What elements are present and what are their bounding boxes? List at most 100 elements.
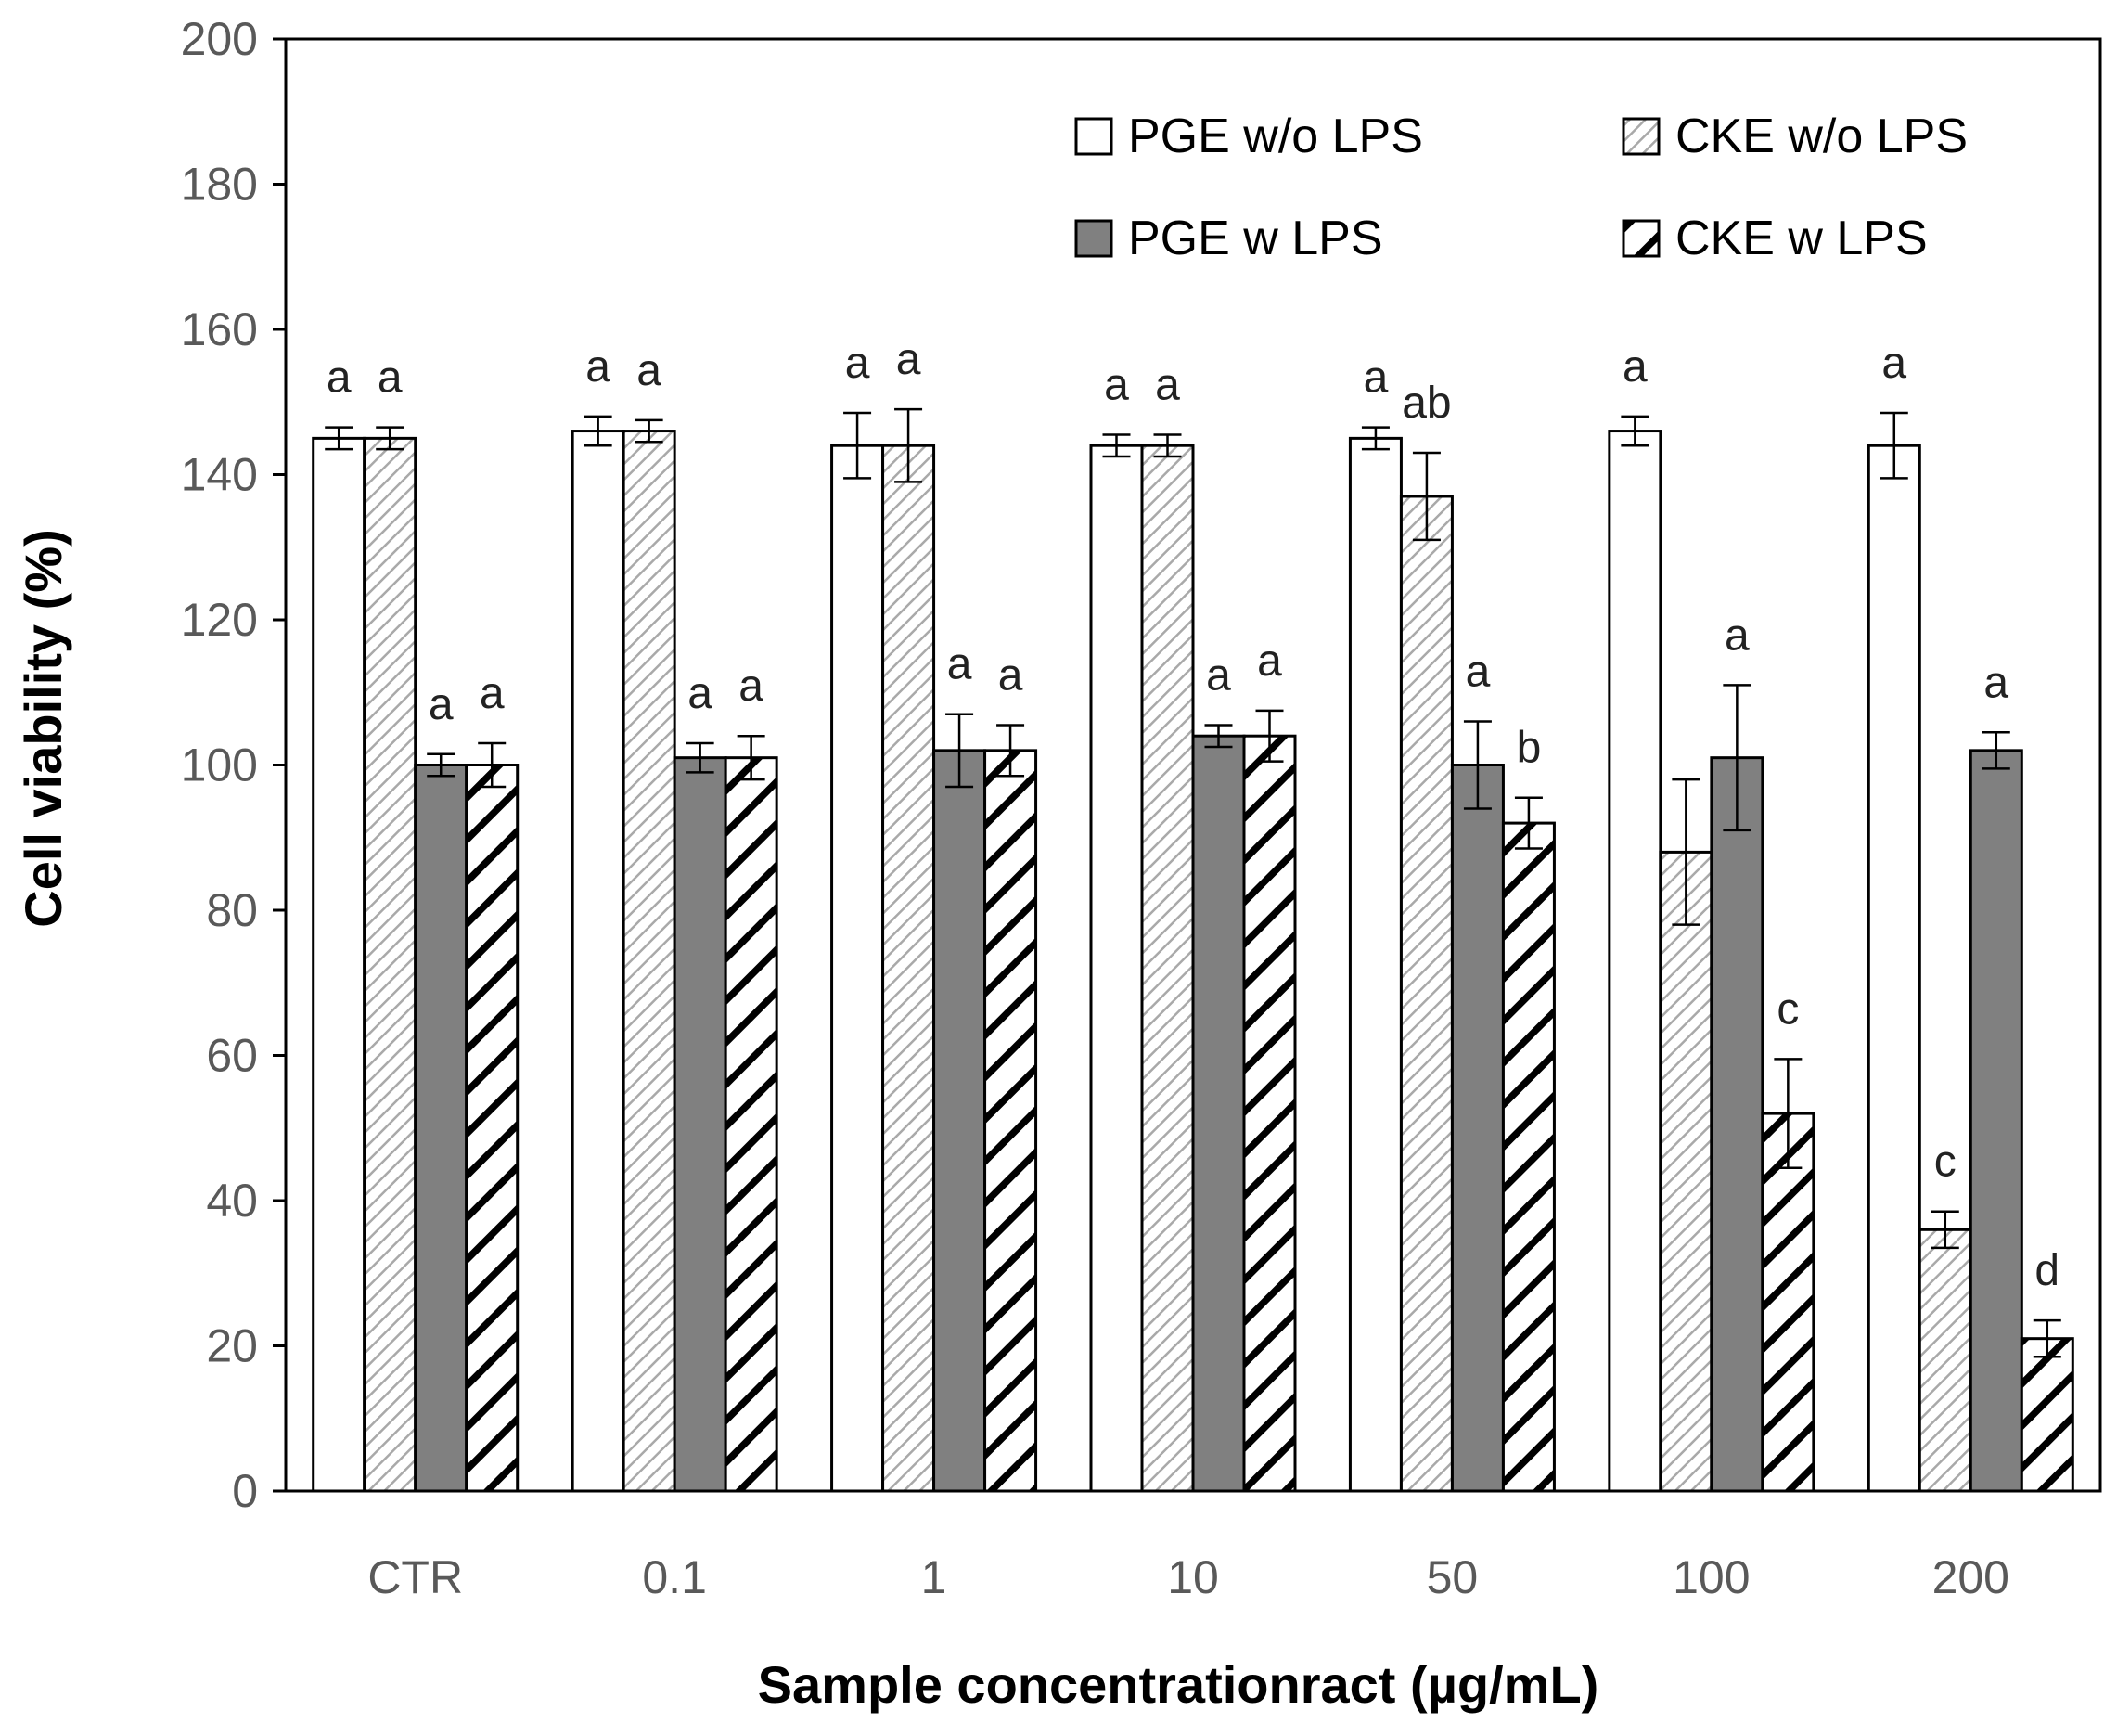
bar-cke-w-o-lps-10 — [1140, 444, 1195, 1493]
error-bar-pge-w-o-lps-100 — [1621, 415, 1649, 447]
significance-label: a — [1364, 354, 1389, 403]
significance-label: a — [636, 346, 661, 395]
significance-label: a — [1155, 360, 1180, 409]
bar-pge-w-lps-100 — [1710, 756, 1764, 1493]
significance-label: c — [1934, 1138, 1957, 1187]
error-bar-cke-w-o-lps-10 — [1153, 433, 1182, 458]
significance-label: a — [1623, 342, 1648, 392]
error-bar-cke-w-o-lps-100 — [1672, 778, 1700, 926]
error-bar-cke-w-o-lps-1 — [894, 407, 923, 483]
error-bar-cke-w-lps-1 — [996, 724, 1025, 778]
error-bar-cke-w-o-lps-200 — [1931, 1210, 1959, 1250]
bar-cke-w-lps-1 — [983, 749, 1038, 1493]
significance-label: a — [1725, 611, 1750, 660]
y-tick-label: 40 — [206, 1175, 258, 1227]
error-bar-pge-w-o-lps-1 — [843, 411, 872, 480]
significance-label: a — [687, 669, 712, 718]
bar-pge-w-o-lps-10 — [1089, 444, 1144, 1493]
bar-pge-w-o-lps-100 — [1608, 430, 1662, 1493]
legend-label: CKE w LPS — [1675, 212, 1928, 265]
error-bar-pge-w-lps-0-1 — [686, 741, 714, 774]
x-tick-label-100: 100 — [1673, 1551, 1750, 1603]
y-tick-label: 160 — [181, 303, 258, 355]
y-tick-label: 80 — [206, 884, 258, 936]
error-bar-cke-w-lps-200 — [2033, 1318, 2061, 1358]
error-bar-cke-w-lps-50 — [1514, 796, 1543, 850]
significance-label: a — [1257, 637, 1282, 686]
bar-cke-w-o-lps-1 — [881, 444, 936, 1493]
legend-swatch — [1074, 219, 1113, 258]
bar-pge-w-lps-50 — [1450, 764, 1505, 1493]
x-tick-label-1: 1 — [921, 1551, 947, 1603]
bar-cke-w-o-lps-100 — [1659, 850, 1713, 1493]
y-tick-label: 20 — [206, 1320, 258, 1372]
significance-label: d — [2034, 1246, 2059, 1295]
y-axis-title: Cell viability (%) — [14, 529, 72, 927]
plot-frame — [284, 37, 2102, 1493]
legend-swatch — [1622, 117, 1661, 156]
bar-cke-w-lps-0-1 — [724, 756, 778, 1493]
y-tick-label: 100 — [181, 739, 258, 791]
significance-label: a — [378, 354, 403, 403]
x-tick-label-ctr: CTR — [367, 1551, 463, 1603]
significance-label: a — [1104, 360, 1129, 409]
error-bar-pge-w-lps-100 — [1723, 684, 1751, 832]
legend-item-cke-w-o-lps: CKE w/o LPS — [1622, 109, 1968, 163]
bar-pge-w-o-lps-0-1 — [571, 430, 625, 1493]
significance-label: a — [738, 662, 763, 711]
bar-pge-w-o-lps-50 — [1348, 436, 1403, 1493]
error-bar-pge-w-lps-200 — [1982, 731, 2010, 770]
bar-cke-w-o-lps-0-1 — [622, 430, 676, 1493]
significance-label: a — [327, 354, 352, 403]
bar-cke-w-lps-200 — [2020, 1337, 2074, 1493]
significance-label: a — [896, 335, 921, 384]
error-bar-cke-w-lps-0-1 — [737, 734, 765, 781]
legend-item-pge-w-o-lps: PGE w/o LPS — [1074, 109, 1423, 163]
error-bar-pge-w-o-lps-50 — [1361, 426, 1390, 451]
error-bar-pge-w-lps-10 — [1204, 724, 1233, 749]
x-tick-label-50: 50 — [1427, 1551, 1479, 1603]
error-bar-pge-w-lps-ctr — [427, 752, 455, 778]
error-bar-pge-w-o-lps-0-1 — [584, 415, 612, 447]
error-bar-cke-w-lps-10 — [1255, 709, 1284, 763]
significance-label: a — [1881, 339, 1906, 388]
legend-swatch — [1622, 219, 1661, 258]
error-bar-pge-w-o-lps-ctr — [325, 426, 353, 451]
significance-label: a — [480, 669, 505, 718]
bar-cke-w-lps-50 — [1501, 821, 1556, 1493]
x-tick-label-200: 200 — [1932, 1551, 2009, 1603]
error-bar-pge-w-o-lps-10 — [1102, 433, 1131, 458]
significance-label: a — [1206, 650, 1231, 700]
significance-label: b — [1517, 724, 1542, 773]
bar-pge-w-o-lps-ctr — [312, 436, 366, 1493]
bar-cke-w-lps-100 — [1761, 1112, 1815, 1493]
significance-label: a — [845, 339, 870, 388]
bar-cke-w-o-lps-50 — [1399, 495, 1454, 1493]
significance-label: a — [947, 640, 972, 689]
significance-label: a — [998, 650, 1023, 700]
error-bar-cke-w-lps-ctr — [478, 741, 507, 789]
significance-label: a — [585, 342, 610, 392]
legend-item-pge-w-lps: PGE w LPS — [1074, 212, 1383, 265]
bar-pge-w-lps-0-1 — [673, 756, 727, 1493]
bar-cke-w-lps-ctr — [465, 764, 520, 1493]
x-tick-label-0-1: 0.1 — [642, 1551, 707, 1603]
bar-cke-w-o-lps-200 — [1918, 1228, 1972, 1493]
bar-cke-w-lps-10 — [1242, 734, 1297, 1493]
y-tick-label: 200 — [181, 13, 258, 65]
y-tick-label: 120 — [181, 594, 258, 646]
y-tick-label: 60 — [206, 1030, 258, 1082]
y-tick-label: 140 — [181, 449, 258, 501]
x-axis-title: Sample concentrationract (µg/mL) — [758, 1655, 1599, 1714]
y-tick-label: 180 — [181, 159, 258, 211]
error-bar-cke-w-o-lps-ctr — [376, 426, 404, 451]
legend: PGE w/o LPS CKE w/o LPS PGE w LPS CKE w LPS — [1074, 109, 1968, 265]
plot-area: 0 20 40 60 80 100 120 140 160 180 200 CTR 0.1 1 10 50 10… — [181, 13, 2102, 1603]
bar-pge-w-lps-200 — [1969, 749, 2023, 1493]
error-bar-pge-w-lps-1 — [945, 713, 974, 789]
error-bar-pge-w-lps-50 — [1463, 720, 1492, 810]
error-bar-cke-w-o-lps-0-1 — [635, 418, 663, 444]
significance-label: c — [1777, 984, 1799, 1034]
error-bar-cke-w-o-lps-50 — [1412, 451, 1441, 542]
legend-label: PGE w/o LPS — [1128, 109, 1423, 163]
